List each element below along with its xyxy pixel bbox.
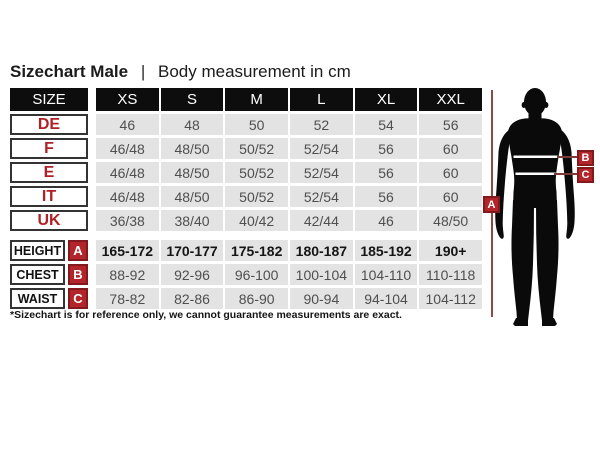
figure-marker-a: A <box>483 196 500 213</box>
table-row: UK 36/38 38/40 40/42 42/44 46 48/50 <box>10 210 483 231</box>
size-cell: 46/48 <box>96 138 159 159</box>
row-label-e: E <box>10 162 88 183</box>
measure-cell: 90-94 <box>290 288 353 309</box>
table-row: DE 46 48 50 52 54 56 <box>10 114 483 135</box>
size-cell: 48/50 <box>160 138 224 159</box>
table-header-row: SIZE XS S M L XL XXL <box>10 88 483 111</box>
size-cell: 46 <box>96 114 159 135</box>
footnote: *Sizechart is for reference only, we can… <box>10 309 402 321</box>
table-row: WAIST C 78-82 82-86 86-90 90-94 94-104 104-112 <box>10 288 483 309</box>
size-cell: 48 <box>160 114 224 135</box>
size-cell: 50/52 <box>225 186 289 207</box>
measure-label-slot: HEIGHT A <box>10 240 88 261</box>
size-cell: 52/54 <box>290 162 353 183</box>
measure-cell: 104-110 <box>354 264 418 285</box>
size-cell: 56 <box>354 162 418 183</box>
size-cell: 60 <box>419 138 483 159</box>
size-cell: 56 <box>354 186 418 207</box>
size-cell: 40/42 <box>225 210 289 231</box>
measure-cell: 175-182 <box>225 240 289 261</box>
page-title: Sizechart Male | Body measurement in cm <box>10 62 351 82</box>
row-label-waist: WAIST <box>10 288 65 309</box>
row-label-it: IT <box>10 186 88 207</box>
figure-marker-b: B <box>577 150 594 166</box>
row-label-f: F <box>10 138 88 159</box>
title-separator: | <box>140 62 146 81</box>
row-label-uk: UK <box>10 210 88 231</box>
size-cell: 48/50 <box>419 210 483 231</box>
measure-cell: 165-172 <box>96 240 159 261</box>
body-figure: A B C <box>483 84 600 328</box>
size-cell: 52/54 <box>290 138 353 159</box>
size-cell: 52 <box>290 114 353 135</box>
column-header-cell: M <box>225 88 289 111</box>
measure-cell: 88-92 <box>96 264 159 285</box>
size-cell: 56 <box>354 138 418 159</box>
row-label-chest: CHEST <box>10 264 65 285</box>
chest-measure-line <box>513 155 558 158</box>
measure-cell: 190+ <box>419 240 483 261</box>
size-cell: 48/50 <box>160 162 224 183</box>
table-marker-c: C <box>68 288 88 309</box>
measure-cell: 185-192 <box>354 240 418 261</box>
title-subtitle: Body measurement in cm <box>158 62 351 81</box>
male-silhouette-graphic <box>491 88 578 326</box>
title-main: Sizechart Male <box>10 62 129 81</box>
measure-cell: 78-82 <box>96 288 159 309</box>
measure-cell: 82-86 <box>160 288 224 309</box>
table-row: CHEST B 88-92 92-96 96-100 100-104 104-110 110-… <box>10 264 483 285</box>
table-row: F 46/48 48/50 50/52 52/54 56 60 <box>10 138 483 159</box>
measure-cell: 92-96 <box>160 264 224 285</box>
size-cell: 50 <box>225 114 289 135</box>
measure-cell: 96-100 <box>225 264 289 285</box>
measure-cell: 100-104 <box>290 264 353 285</box>
size-table: SIZE XS S M L XL XXL DE 46 48 50 52 54 56 F 46/48 48/50 5… <box>10 88 483 309</box>
row-label-de: DE <box>10 114 88 135</box>
row-label-height: HEIGHT <box>10 240 65 261</box>
size-cell: 54 <box>354 114 418 135</box>
size-cell: 46/48 <box>96 186 159 207</box>
size-cell: 38/40 <box>160 210 224 231</box>
measure-cell: 86-90 <box>225 288 289 309</box>
measure-cell: 170-177 <box>160 240 224 261</box>
figure-marker-c: C <box>577 167 594 183</box>
size-cell: 46 <box>354 210 418 231</box>
column-header-cell: XXL <box>419 88 483 111</box>
size-cell: 46/48 <box>96 162 159 183</box>
size-cell: 42/44 <box>290 210 353 231</box>
table-row: IT 46/48 48/50 50/52 52/54 56 60 <box>10 186 483 207</box>
size-cell: 56 <box>419 114 483 135</box>
size-cell: 60 <box>419 186 483 207</box>
table-marker-b: B <box>68 264 88 285</box>
size-cell: 60 <box>419 162 483 183</box>
column-header-cell: XS <box>96 88 159 111</box>
size-cell: 50/52 <box>225 162 289 183</box>
column-header-cell: L <box>290 88 353 111</box>
size-cell: 48/50 <box>160 186 224 207</box>
measure-label-slot: CHEST B <box>10 264 88 285</box>
measure-cell: 94-104 <box>354 288 418 309</box>
measure-cell: 104-112 <box>419 288 483 309</box>
size-cell: 36/38 <box>96 210 159 231</box>
measure-cell: 180-187 <box>290 240 353 261</box>
size-cell: 52/54 <box>290 186 353 207</box>
size-header-cell: SIZE <box>10 88 88 111</box>
size-cell: 50/52 <box>225 138 289 159</box>
table-marker-a: A <box>68 240 88 261</box>
silhouette-shape <box>495 88 575 326</box>
table-row: HEIGHT A 165-172 170-177 175-182 180-187 185-1… <box>10 240 483 261</box>
waist-measure-line <box>515 172 556 175</box>
measure-label-slot: WAIST C <box>10 288 88 309</box>
column-header-cell: XL <box>354 88 418 111</box>
column-header-cell: S <box>160 88 224 111</box>
table-row: E 46/48 48/50 50/52 52/54 56 60 <box>10 162 483 183</box>
measure-cell: 110-118 <box>419 264 483 285</box>
